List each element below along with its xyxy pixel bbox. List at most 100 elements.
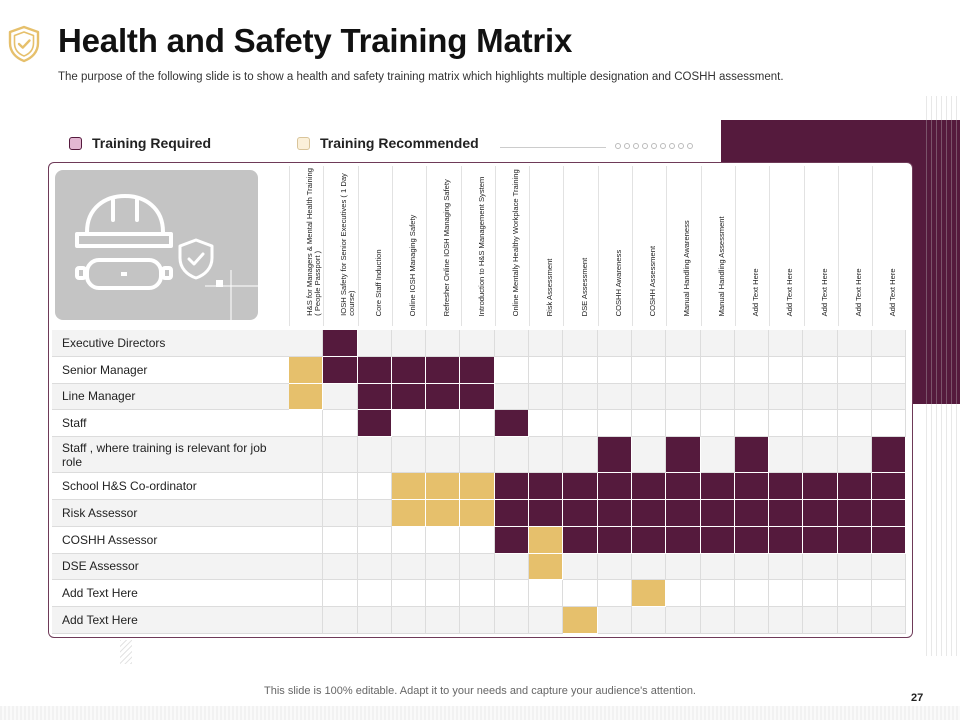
cell-empty — [666, 580, 701, 608]
row-label: COSHH Assessor — [52, 527, 289, 554]
row-label: Staff — [52, 410, 289, 438]
cell-empty — [803, 437, 838, 474]
cell-empty — [734, 410, 770, 438]
cell-training-required — [734, 526, 770, 554]
column-separator — [426, 166, 428, 326]
cell-empty — [631, 410, 667, 438]
column-header-label: Manual Handling Awareness — [682, 219, 692, 316]
cell-empty — [494, 356, 530, 384]
cell-empty — [426, 526, 461, 554]
cell-empty — [529, 383, 564, 411]
cell-empty — [803, 410, 838, 438]
cell-empty — [391, 580, 427, 608]
cell-empty — [597, 580, 632, 608]
cell-empty — [357, 473, 392, 500]
cell-training-required — [391, 383, 427, 411]
cell-empty — [357, 553, 392, 581]
cell-training-required — [769, 499, 804, 527]
column-separator — [666, 166, 668, 326]
legend-divider-line — [500, 147, 606, 148]
matrix-row: DSE Assessor — [52, 553, 907, 581]
cell-empty — [700, 356, 735, 384]
cell-empty — [666, 330, 701, 357]
cell-empty — [323, 607, 358, 634]
safety-goggles-icon — [75, 258, 173, 290]
column-header-label: Add Text Here — [785, 268, 795, 316]
cell-training-required — [666, 473, 701, 500]
cell-training-required — [666, 526, 701, 554]
cell-training-required — [323, 356, 358, 384]
column-header: Manual Handling Assessment — [701, 170, 735, 322]
cell-empty — [597, 330, 632, 357]
cell-training-required — [391, 356, 427, 384]
cell-empty — [426, 580, 461, 608]
cell-empty — [529, 607, 564, 634]
cell-training-required — [837, 499, 873, 527]
column-separator — [837, 166, 839, 326]
cell-empty — [769, 437, 804, 474]
cell-training-recommended — [391, 499, 427, 527]
column-separator — [323, 166, 325, 326]
hard-hat-icon — [75, 194, 173, 248]
cell-empty — [563, 437, 598, 474]
cell-training-required — [769, 473, 804, 500]
cell-empty — [872, 356, 907, 384]
cell-empty — [289, 580, 324, 608]
cell-empty — [323, 499, 358, 527]
decorative-hatch — [120, 640, 132, 664]
column-header: Manual Handling Awareness — [666, 170, 700, 322]
cell-empty — [494, 580, 530, 608]
column-header: Add Text Here — [838, 170, 872, 322]
cell-empty — [700, 410, 735, 438]
cell-training-required — [803, 526, 838, 554]
cell-training-required — [426, 383, 461, 411]
cell-empty — [529, 410, 564, 438]
cell-empty — [872, 553, 907, 581]
cell-empty — [597, 410, 632, 438]
matrix-row: Add Text Here — [52, 580, 907, 608]
training-matrix-grid: Executive Directors Senior Manager Line Ma… — [52, 325, 907, 634]
cell-empty — [323, 437, 358, 474]
row-label: Line Manager — [52, 383, 289, 411]
cell-empty — [494, 330, 530, 357]
cell-training-required — [563, 473, 598, 500]
cell-training-required — [631, 499, 667, 527]
cell-empty — [872, 580, 907, 608]
cell-empty — [700, 437, 735, 474]
cell-empty — [803, 330, 838, 357]
column-separator — [289, 166, 290, 326]
cell-training-recommended — [460, 473, 495, 500]
cell-empty — [837, 553, 873, 581]
cell-empty — [837, 437, 873, 474]
decorative-dots — [615, 143, 693, 149]
cell-empty — [460, 437, 495, 474]
cell-empty — [494, 553, 530, 581]
column-header-label: Manual Handling Assessment — [716, 215, 726, 316]
matrix-row: Executive Directors — [52, 330, 907, 357]
cell-empty — [872, 383, 907, 411]
cell-empty — [529, 330, 564, 357]
cell-empty — [426, 410, 461, 438]
column-header-label: Risk Assessment — [545, 258, 555, 316]
cell-empty — [769, 607, 804, 634]
matrix-row: Senior Manager — [52, 356, 907, 384]
cell-empty — [803, 607, 838, 634]
cell-empty — [700, 553, 735, 581]
cell-training-required — [460, 383, 495, 411]
cell-empty — [563, 553, 598, 581]
cell-empty — [769, 383, 804, 411]
cell-empty — [700, 383, 735, 411]
matrix-row: Add Text Here — [52, 607, 907, 634]
cell-empty — [391, 526, 427, 554]
cell-empty — [289, 526, 324, 554]
cell-empty — [289, 607, 324, 634]
cell-empty — [323, 580, 358, 608]
row-label: Add Text Here — [52, 580, 289, 608]
cell-empty — [391, 607, 427, 634]
column-header: Core Staff Induction — [358, 170, 392, 322]
column-header: H&S for Managers & Mental Health Trainin… — [289, 168, 323, 322]
column-header-label: Add Text Here — [888, 268, 898, 316]
cell-training-required — [357, 356, 392, 384]
cell-empty — [563, 330, 598, 357]
cell-empty — [700, 607, 735, 634]
